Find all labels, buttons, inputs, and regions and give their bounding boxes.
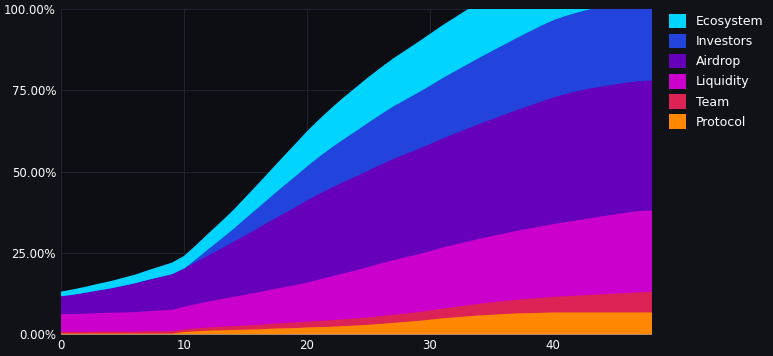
Legend: Ecosystem, Investors, Airdrop, Liquidity, Team, Protocol: Ecosystem, Investors, Airdrop, Liquidity…: [664, 9, 768, 134]
